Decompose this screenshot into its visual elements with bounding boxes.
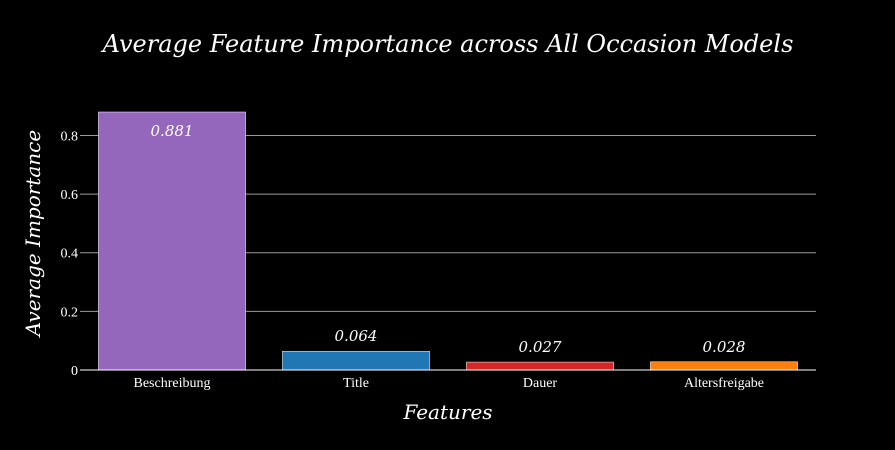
bar <box>650 361 798 371</box>
y-tick-label: 0 <box>71 364 78 379</box>
bar-value-label: 0.064 <box>335 327 378 345</box>
bar-value-label: 0.028 <box>703 338 746 356</box>
y-axis-title: Average Importance <box>21 130 45 338</box>
x-tick-label: Dauer <box>523 376 558 391</box>
x-axis-ticks: Beschreibung Title Dauer Altersfreigabe <box>134 376 765 391</box>
x-tick-label: Beschreibung <box>134 376 211 391</box>
x-axis-title: Features <box>402 400 492 424</box>
y-axis-ticks: 0 0.2 0.4 0.6 0.8 <box>61 129 79 379</box>
chart-title: Average Feature Importance across All Oc… <box>101 30 794 58</box>
bar-value-label: 0.881 <box>151 122 194 140</box>
bars <box>98 111 798 371</box>
bar <box>466 361 614 371</box>
y-tick-label: 0.4 <box>61 247 79 262</box>
bar-value-label: 0.027 <box>519 338 562 356</box>
x-tick-label: Altersfreigabe <box>684 376 764 391</box>
y-tick-label: 0.8 <box>61 129 79 144</box>
bar <box>98 111 246 371</box>
y-tick-label: 0.2 <box>61 305 79 320</box>
bar-value-labels: 0.881 0.064 0.027 0.028 <box>151 122 746 356</box>
bar <box>282 350 430 371</box>
x-tick-label: Title <box>343 376 369 391</box>
y-tick-label: 0.6 <box>61 188 79 203</box>
